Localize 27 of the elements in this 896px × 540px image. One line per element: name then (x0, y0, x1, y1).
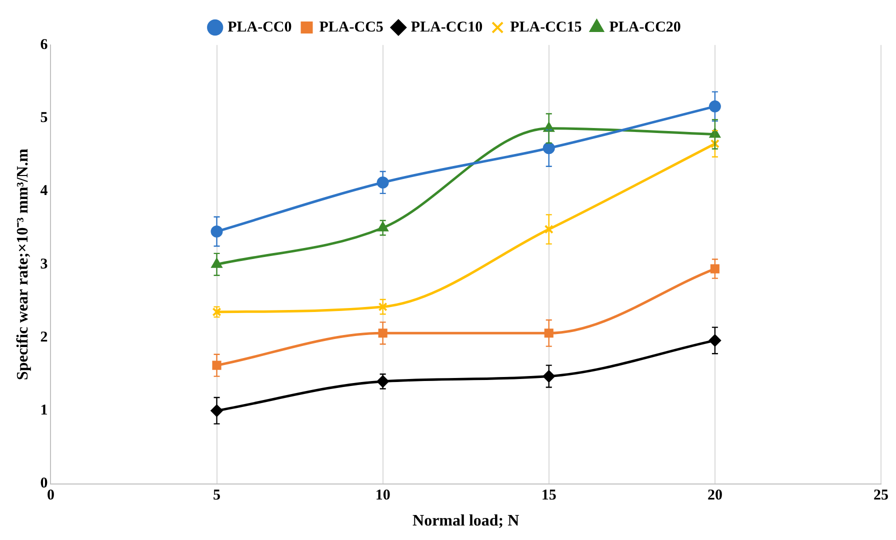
x-tick-label: 25 (874, 488, 888, 504)
point (542, 370, 555, 382)
x-tick-label: 20 (707, 488, 722, 504)
x-axis-title: Normal load; N (412, 512, 520, 530)
legend-label: PLA-CC20 (609, 19, 681, 36)
y-tick-label: 0 (40, 476, 48, 492)
point (378, 302, 388, 312)
y-tick-label: 4 (40, 183, 48, 200)
legend-label: PLA-CC0 (228, 19, 292, 36)
x-tick-label: 5 (213, 488, 221, 504)
point (544, 224, 554, 234)
point (212, 360, 222, 370)
legend-label: PLA-CC10 (410, 19, 483, 36)
y-tick-label: 5 (40, 110, 48, 126)
x-tick-label: 15 (541, 488, 556, 504)
point (544, 328, 554, 338)
y-tick-label: 6 (40, 36, 48, 53)
y-tick-label: 3 (40, 256, 48, 272)
point (710, 139, 720, 148)
legend-label: PLA-CC15 (510, 19, 582, 36)
x-tick-label: 10 (375, 488, 390, 504)
y-tick-label: 2 (40, 329, 48, 346)
legend-label: PLA-CC5 (319, 19, 384, 36)
point (710, 264, 720, 274)
point (708, 100, 721, 112)
y-tick-label: 1 (40, 402, 48, 419)
y-axis-title: Specific wear rate;×10⁻³ mm³/N.m (14, 148, 32, 380)
